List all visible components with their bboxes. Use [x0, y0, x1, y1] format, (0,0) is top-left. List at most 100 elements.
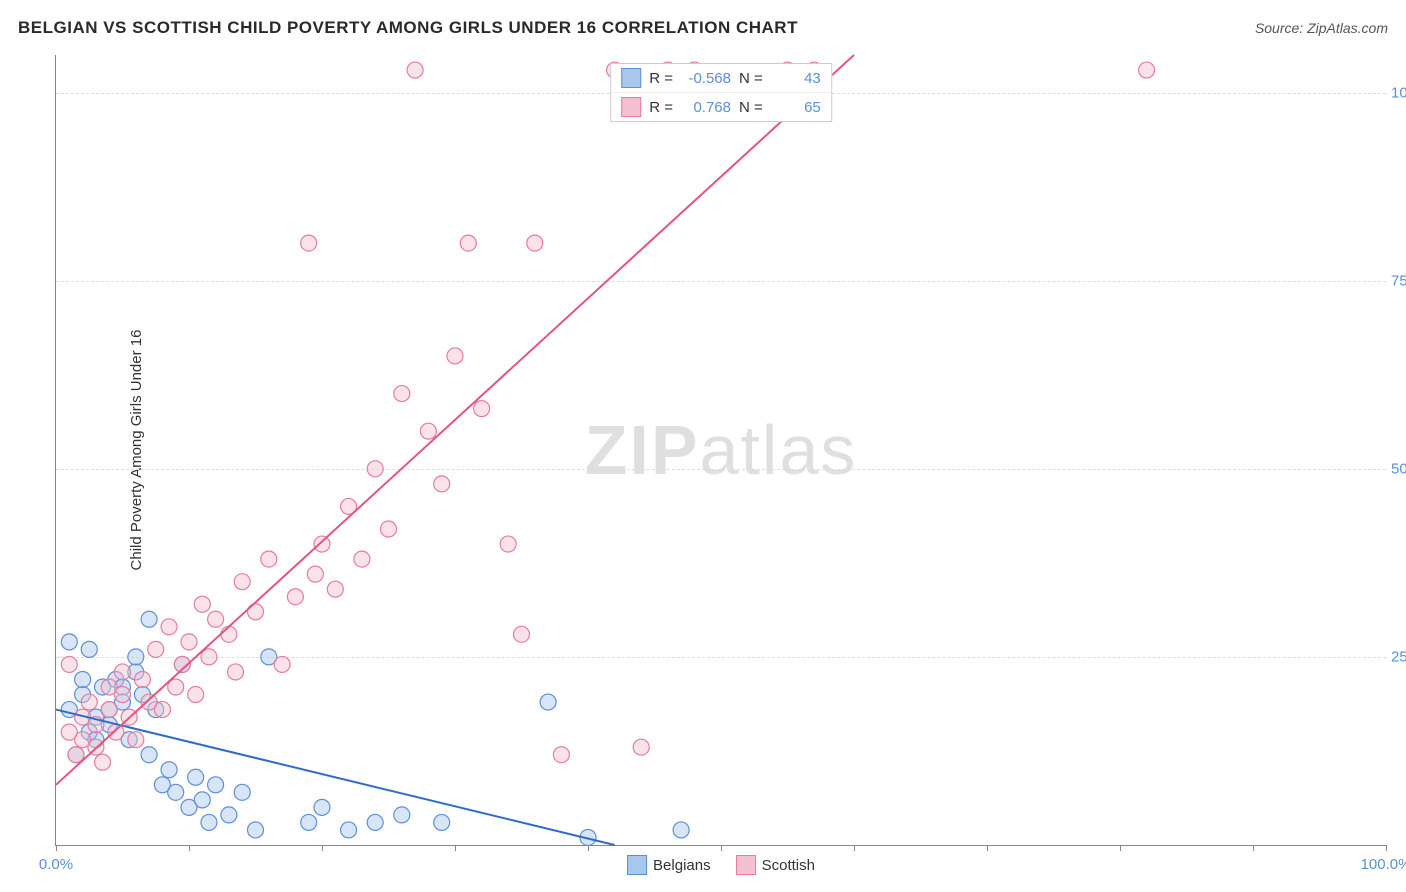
data-point — [673, 822, 689, 838]
n-label: N = — [739, 99, 763, 116]
data-point — [221, 626, 237, 642]
x-tick — [854, 845, 855, 851]
data-point — [128, 649, 144, 665]
data-point — [134, 671, 150, 687]
x-tick-label: 0.0% — [39, 856, 73, 873]
data-point — [274, 656, 290, 672]
data-point — [540, 694, 556, 710]
x-tick — [1253, 845, 1254, 851]
y-tick-label: 25.0% — [1391, 648, 1406, 665]
data-point — [354, 551, 370, 567]
swatch-belgians — [621, 68, 641, 88]
x-tick — [721, 845, 722, 851]
data-point — [208, 611, 224, 627]
data-point — [228, 664, 244, 680]
x-tick — [1120, 845, 1121, 851]
data-point — [115, 687, 131, 703]
data-point — [633, 739, 649, 755]
data-point — [81, 641, 97, 657]
data-point — [420, 423, 436, 439]
data-point — [434, 814, 450, 830]
y-tick-label: 75.0% — [1391, 272, 1406, 289]
data-point — [474, 401, 490, 417]
data-point — [234, 784, 250, 800]
chart-source: Source: ZipAtlas.com — [1255, 20, 1388, 36]
data-point — [287, 589, 303, 605]
data-point — [248, 822, 264, 838]
data-point — [141, 747, 157, 763]
x-tick — [189, 845, 190, 851]
data-point — [194, 596, 210, 612]
chart-header: BELGIAN VS SCOTTISH CHILD POVERTY AMONG … — [18, 18, 1388, 38]
x-tick — [1386, 845, 1387, 851]
data-point — [221, 807, 237, 823]
y-tick-label: 100.0% — [1391, 84, 1406, 101]
data-point — [115, 664, 131, 680]
data-point — [234, 574, 250, 590]
source-name: ZipAtlas.com — [1307, 20, 1388, 36]
data-point — [1139, 62, 1155, 78]
data-point — [194, 792, 210, 808]
data-point — [108, 724, 124, 740]
stats-row-scottish: R = 0.768 N = 65 — [611, 92, 831, 121]
data-point — [201, 814, 217, 830]
data-point — [161, 619, 177, 635]
r-label: R = — [649, 99, 673, 116]
swatch-scottish — [621, 97, 641, 117]
chart-plot-area: Child Poverty Among Girls Under 16 ZIPat… — [55, 55, 1386, 846]
data-point — [407, 62, 423, 78]
data-point — [327, 581, 343, 597]
data-point — [301, 814, 317, 830]
data-point — [553, 747, 569, 763]
source-prefix: Source: — [1255, 20, 1307, 36]
data-point — [75, 671, 91, 687]
x-tick — [455, 845, 456, 851]
legend-item-scottish: Scottish — [736, 855, 815, 875]
y-tick-label: 50.0% — [1391, 460, 1406, 477]
data-point — [367, 461, 383, 477]
data-point — [208, 777, 224, 793]
legend-item-belgians: Belgians — [627, 855, 711, 875]
x-tick — [322, 845, 323, 851]
belgians-r-value: -0.568 — [681, 70, 731, 87]
r-label: R = — [649, 70, 673, 87]
data-point — [81, 694, 97, 710]
scottish-n-value: 65 — [771, 99, 821, 116]
data-point — [314, 799, 330, 815]
data-point — [101, 702, 117, 718]
trend-line — [56, 55, 854, 785]
chart-title: BELGIAN VS SCOTTISH CHILD POVERTY AMONG … — [18, 18, 798, 38]
data-point — [514, 626, 530, 642]
correlation-stats-box: R = -0.568 N = 43 R = 0.768 N = 65 — [610, 63, 832, 122]
data-point — [161, 762, 177, 778]
data-point — [188, 769, 204, 785]
data-point — [460, 235, 476, 251]
x-tick-label: 100.0% — [1361, 856, 1406, 873]
legend-label-belgians: Belgians — [653, 857, 711, 874]
n-label: N = — [739, 70, 763, 87]
data-point — [181, 634, 197, 650]
legend-swatch-scottish — [736, 855, 756, 875]
data-point — [434, 476, 450, 492]
data-point — [394, 386, 410, 402]
data-point — [301, 235, 317, 251]
data-point — [341, 822, 357, 838]
trend-line — [56, 710, 615, 845]
data-point — [394, 807, 410, 823]
stats-row-belgians: R = -0.568 N = 43 — [611, 64, 831, 92]
data-point — [61, 656, 77, 672]
data-point — [61, 634, 77, 650]
legend: Belgians Scottish — [627, 855, 815, 875]
data-point — [95, 754, 111, 770]
belgians-n-value: 43 — [771, 70, 821, 87]
scottish-r-value: 0.768 — [681, 99, 731, 116]
data-point — [154, 702, 170, 718]
x-tick — [987, 845, 988, 851]
legend-swatch-belgians — [627, 855, 647, 875]
data-point — [307, 566, 323, 582]
data-point — [141, 611, 157, 627]
data-point — [527, 235, 543, 251]
data-point — [148, 641, 164, 657]
data-point — [168, 784, 184, 800]
data-point — [188, 687, 204, 703]
